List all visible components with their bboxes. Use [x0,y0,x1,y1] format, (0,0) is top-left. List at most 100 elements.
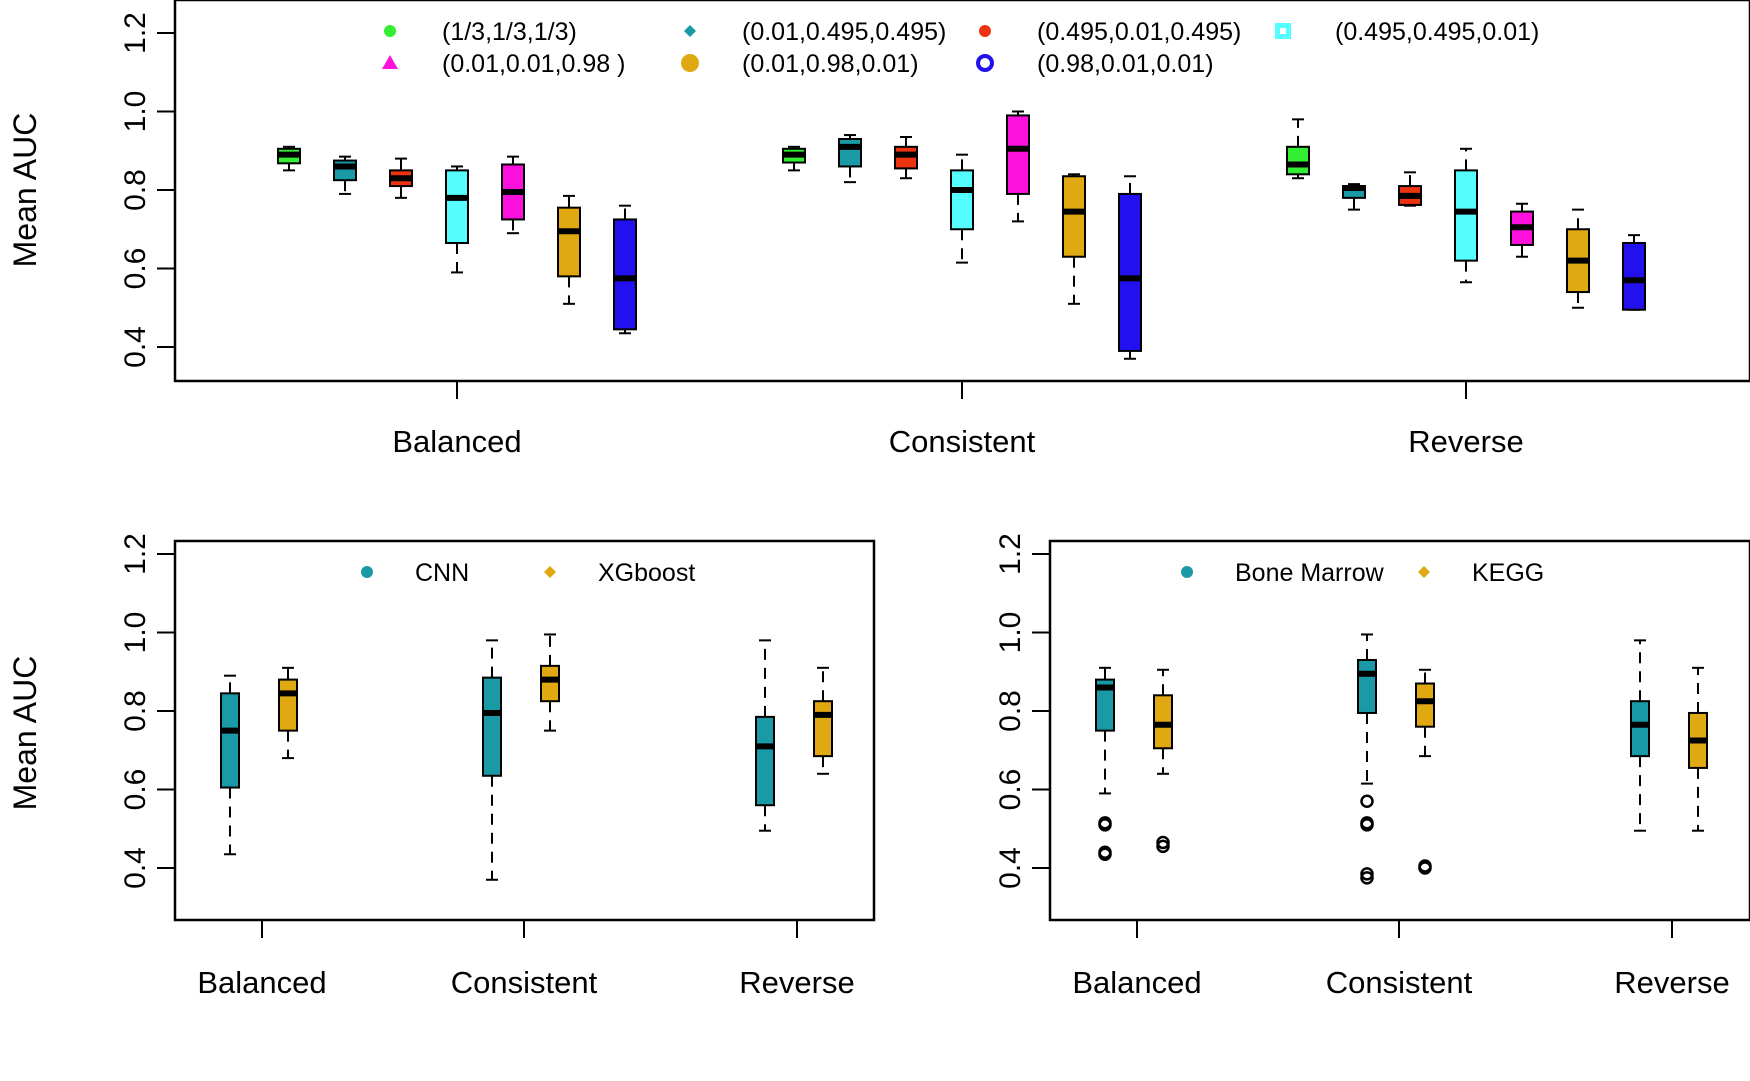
legend-label: XGboost [598,559,695,587]
box-0-1 [782,145,806,172]
box-0-2 [1286,118,1310,180]
box-iqr [557,206,581,278]
x-tick-label: Balanced [1072,965,1201,1000]
box-5-2 [1566,208,1590,309]
box-iqr [1062,175,1086,258]
box-2-0 [389,157,413,199]
legend-entry: (0.495,0.01,0.495) [979,18,1241,46]
box-1-2 [813,666,833,775]
box-1-1 [540,633,560,732]
box-iqr [613,218,637,331]
box-2-1 [894,136,918,180]
box-4-2 [1510,202,1534,258]
box-2-2 [1398,171,1422,207]
box-iqr [1118,192,1142,352]
legend-entry: (0.495,0.495,0.01) [1275,18,1539,46]
legend-marker [1181,566,1193,578]
legend-marker [544,566,556,578]
box-0-0 [220,674,240,856]
box-0-2 [1630,639,1650,832]
y-tick-label: 0.4 [119,326,152,368]
box-0-1 [482,639,502,881]
y-tick-label: 0.6 [119,248,152,290]
outlier-point [1156,835,1170,850]
outlier-point [1098,845,1112,860]
box-3-2 [1454,147,1478,284]
box-3-1 [950,153,974,264]
y-tick-label: 1.2 [994,533,1027,575]
box-iqr [1622,241,1646,311]
x-tick-label: Consistent [1326,965,1473,1000]
box-6-1 [1118,175,1142,360]
legend-marker [1418,566,1430,578]
legend-entry: CNN [361,559,469,587]
box-1-0 [333,155,357,195]
y-axis-label: Mean AUC [7,113,43,268]
box-iqr [755,715,775,807]
box-3-0 [445,165,469,274]
legend-entry: (0.01,0.01,0.98 ) [382,50,625,78]
x-tick-label: Consistent [451,965,598,1000]
outlier-point [1360,816,1374,830]
legend-marker [361,566,373,578]
box-5-0 [557,194,581,305]
x-tick-label: Reverse [739,965,854,1000]
box-iqr [540,664,560,703]
x-tick-label: Balanced [392,424,521,459]
legend-marker-hole [1280,28,1286,34]
legend-marker [681,54,699,72]
legend-label: (0.495,0.01,0.495) [1037,18,1241,46]
y-tick-label: 0.4 [119,847,152,889]
box-iqr [445,169,469,244]
y-tick-label: 0.8 [994,690,1027,732]
legend-marker [384,25,396,37]
legend-marker [684,25,696,37]
outlier-point [1098,816,1112,830]
outlier-point [1418,859,1432,873]
box-1-0 [278,666,298,760]
box-0-0 [277,145,301,172]
legend-label: (0.01,0.495,0.495) [742,18,946,46]
box-iqr [278,678,298,732]
box-5-1 [1062,173,1086,305]
y-tick-label: 0.4 [994,847,1027,889]
panel-bottom-left-boxplot: 0.4 0.6 0.8 1.0 1.2 Mean AUC Balanced Consisten… [7,533,876,1000]
box-6-2 [1622,234,1646,311]
box-6-0 [613,204,637,335]
outlier-point [1360,794,1374,809]
box-iqr [1630,700,1650,758]
box-4-0 [501,155,525,235]
x-tick-label: Balanced [197,965,326,1000]
box-1-2 [1342,183,1366,211]
box-iqr [838,137,862,168]
y-tick-label: 0.8 [119,169,152,211]
box-0-0 [1095,666,1115,862]
legend-entry: (0.01,0.495,0.495) [684,18,946,46]
panel-top-boxplot: 0.4 0.6 0.8 1.0 1.2 Mean AUC Balanced Consisten… [7,0,1750,459]
y-tick-label: 1.2 [119,533,152,575]
y-tick-label: 1.0 [994,612,1027,654]
legend-entry: (1/3,1/3,1/3) [384,18,577,46]
box-iqr [482,676,502,777]
x-tick-label: Reverse [1614,965,1729,1000]
legend-marker [382,55,398,69]
box-1-0 [1153,668,1173,854]
outlier-point [1360,871,1374,885]
box-iqr [813,700,833,758]
y-tick-label: 1.0 [119,91,152,133]
y-tick-label: 1.0 [119,612,152,654]
legend-entry: (0.01,0.98,0.01) [681,50,919,78]
x-tick-label: Reverse [1408,424,1523,459]
y-tick-label: 0.6 [119,769,152,811]
legend-marker [976,54,994,72]
box-iqr [1415,682,1435,728]
legend-label: (0.01,0.01,0.98 ) [442,50,625,78]
legend-label: CNN [415,559,469,587]
box-iqr [1357,658,1377,714]
y-axis-label: Mean AUC [7,656,43,811]
box-1-1 [838,134,862,184]
box-4-1 [1006,110,1030,223]
legend-marker [979,25,991,37]
legend-label: (0.495,0.495,0.01) [1335,18,1539,46]
